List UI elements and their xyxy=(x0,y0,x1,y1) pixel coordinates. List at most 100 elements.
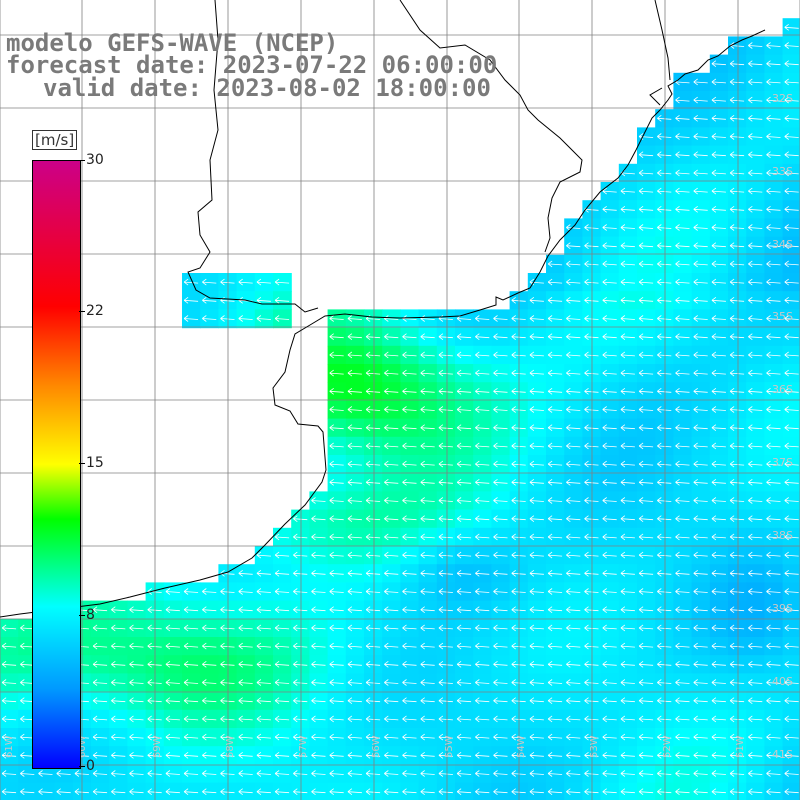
wind-arrow xyxy=(402,387,417,395)
wind-arrow xyxy=(384,551,399,559)
wind-arrow xyxy=(784,96,799,104)
wind-speed-cell xyxy=(36,782,56,800)
wind-arrow xyxy=(365,642,381,650)
wind-speed-cell xyxy=(782,782,800,800)
wind-arrow xyxy=(693,151,708,159)
wind-arrow xyxy=(602,224,617,231)
wind-arrow xyxy=(566,478,581,486)
wind-arrow xyxy=(748,770,763,777)
wind-arrow xyxy=(657,442,672,450)
wind-arrow xyxy=(675,606,690,614)
wind-arrow xyxy=(493,679,508,686)
wind-arrow xyxy=(547,624,563,632)
border-line xyxy=(187,0,319,313)
wind-arrow xyxy=(638,642,654,650)
wind-arrow xyxy=(547,387,563,395)
longitude-labels: 61W 60W 59W 58W 57W 56W 55W 54W 53W 52W 51W xyxy=(4,735,746,758)
wind-arrow xyxy=(547,278,563,286)
wind-arrow xyxy=(529,424,544,432)
wind-arrow xyxy=(529,387,544,395)
wind-arrow xyxy=(748,315,763,322)
wind-arrow xyxy=(220,278,235,286)
wind-arrow xyxy=(620,278,635,286)
wind-arrow xyxy=(693,533,708,541)
wind-arrow xyxy=(547,478,563,486)
wind-arrow xyxy=(529,497,544,504)
wind-arrow xyxy=(1,733,17,741)
wind-arrow xyxy=(402,606,417,614)
wind-arrow xyxy=(402,442,417,450)
wind-arrow xyxy=(784,679,799,686)
wind-arrow xyxy=(748,751,763,759)
wind-arrow xyxy=(420,460,435,468)
wind-arrow xyxy=(384,715,399,723)
wind-arrow xyxy=(1,715,17,723)
wind-arrow xyxy=(293,606,308,614)
wind-arrow xyxy=(657,114,672,122)
wind-arrow xyxy=(748,114,763,122)
wind-arrow xyxy=(202,770,217,777)
wind-arrow xyxy=(638,424,654,432)
wind-arrow xyxy=(748,60,763,68)
wind-arrow xyxy=(384,333,399,341)
wind-arrow xyxy=(420,551,435,559)
wind-arrow xyxy=(657,333,672,341)
wind-arrow xyxy=(602,242,617,250)
wind-arrow xyxy=(657,224,672,231)
wind-arrow xyxy=(456,515,472,523)
wind-arrow xyxy=(311,497,326,504)
wind-arrow xyxy=(92,733,108,741)
wind-arrow xyxy=(329,515,344,523)
wind-speed-cell xyxy=(709,782,729,800)
wind-arrow xyxy=(129,624,144,632)
wind-arrow xyxy=(784,23,799,31)
wind-arrow xyxy=(475,642,490,650)
wind-arrow xyxy=(693,387,708,395)
wind-arrow xyxy=(711,242,726,250)
wind-arrow xyxy=(602,351,617,359)
wind-arrow xyxy=(657,606,672,614)
wind-arrow xyxy=(329,460,344,468)
wind-arrow xyxy=(493,660,508,668)
wind-arrow xyxy=(620,697,635,705)
wind-arrow xyxy=(1,770,17,777)
wind-arrow xyxy=(202,296,217,304)
colorbar-unit: [m/s] xyxy=(32,130,78,150)
wind-arrow xyxy=(529,278,544,286)
wind-arrow xyxy=(529,351,544,359)
wind-arrow xyxy=(129,642,144,650)
wind-arrow xyxy=(420,679,435,686)
wind-arrow xyxy=(111,733,126,741)
wind-arrow xyxy=(766,642,781,650)
valid-date: valid date: 2023-08-02 18:00:00 xyxy=(43,74,491,102)
wind-arrow xyxy=(420,515,435,523)
wind-arrow xyxy=(438,515,453,523)
wind-arrow xyxy=(675,169,690,177)
wind-arrow xyxy=(456,679,472,686)
wind-arrow xyxy=(584,351,599,359)
wind-arrow xyxy=(365,551,381,559)
wind-arrow xyxy=(748,351,763,359)
wind-arrow xyxy=(657,315,672,322)
wind-arrow xyxy=(620,460,635,468)
wind-arrow xyxy=(784,42,799,49)
wind-arrow xyxy=(566,642,581,650)
wind-arrow xyxy=(711,442,726,450)
wind-arrow xyxy=(547,460,563,468)
wind-arrow xyxy=(620,424,635,432)
latitude-label: 41S xyxy=(772,748,793,761)
wind-arrow xyxy=(329,624,344,632)
wind-arrow xyxy=(129,770,144,777)
wind-arrow xyxy=(584,715,599,723)
wind-arrow xyxy=(529,442,544,450)
wind-arrow xyxy=(311,751,326,759)
wind-arrow xyxy=(438,588,453,595)
wind-arrow xyxy=(238,697,253,705)
wind-arrow xyxy=(256,697,271,705)
wind-arrow xyxy=(638,406,654,413)
wind-arrow xyxy=(602,278,617,286)
wind-arrow xyxy=(693,78,708,86)
wind-arrow xyxy=(675,551,690,559)
wind-arrow xyxy=(748,642,763,650)
wind-arrow xyxy=(529,369,544,377)
